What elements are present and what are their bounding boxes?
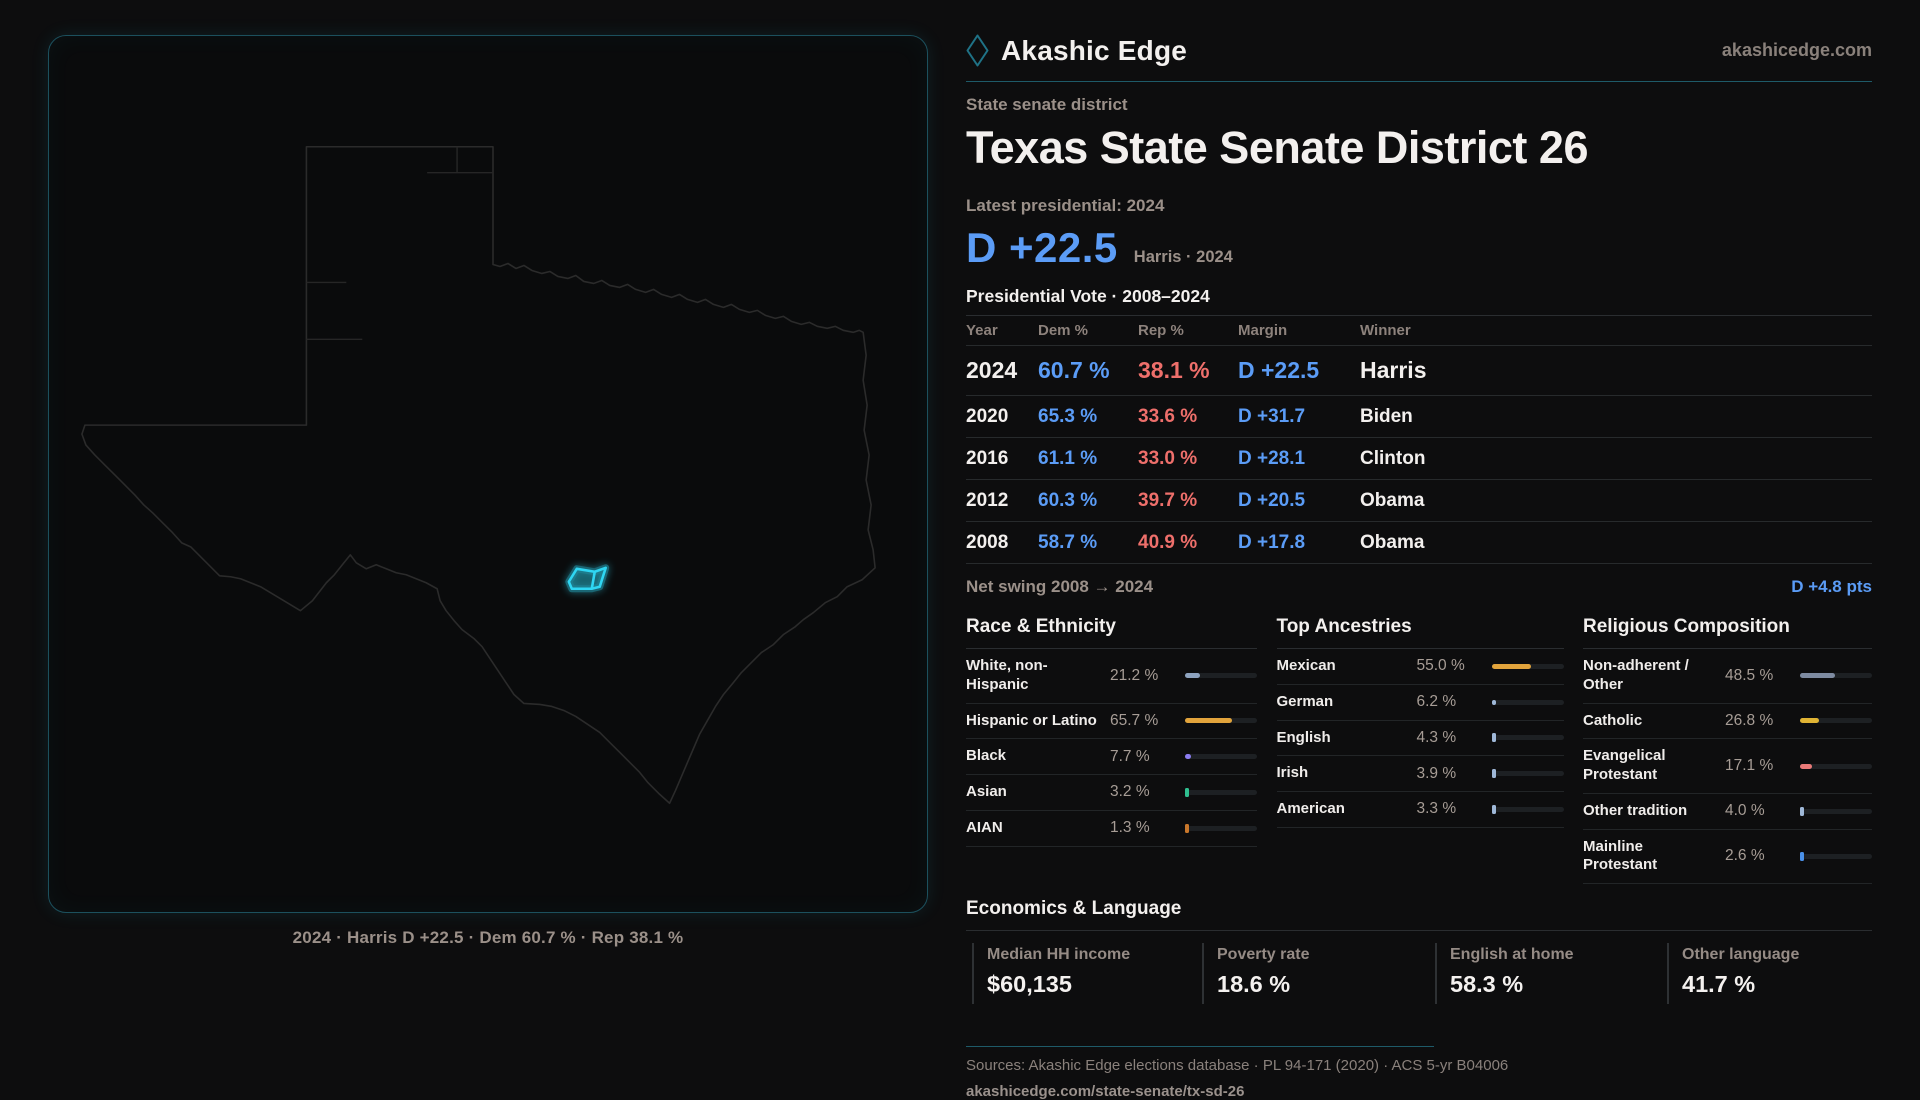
demo-row: American 3.3 % — [1276, 792, 1564, 828]
demo-row: German 6.2 % — [1276, 685, 1564, 721]
stat-english-at-home: English at home 58.3 % — [1435, 943, 1667, 1004]
map-caption: 2024 · Harris D +22.5 · Dem 60.7 % · Rep… — [292, 928, 684, 947]
mini-bar — [1185, 718, 1257, 724]
demo-row: Irish 3.9 % — [1276, 756, 1564, 792]
demo-row: Black 7.7 % — [966, 739, 1257, 775]
mini-bar — [1491, 769, 1564, 779]
net-swing-value: D +4.8 pts — [1791, 577, 1872, 596]
table-row: 2012 60.3 % 39.7 % D +20.5 Obama — [966, 480, 1872, 522]
mini-bar — [1185, 673, 1257, 679]
state-map-panel — [48, 35, 928, 913]
mini-bar — [1800, 806, 1872, 816]
col-year: Year — [966, 322, 998, 339]
detail-panel: Akashic Edge akashicedge.com State senat… — [966, 0, 1872, 1100]
demo-row: Hispanic or Latino 65.7 % — [966, 704, 1257, 740]
brand-domain-link[interactable]: akashicedge.com — [1721, 40, 1872, 60]
mini-bar — [1491, 663, 1564, 669]
demo-row: Non-adherent / Other 48.5 % — [1583, 649, 1872, 704]
net-swing-row: Net swing 2008 → 2024 D +4.8 pts — [966, 564, 1872, 604]
mini-bar — [1800, 763, 1872, 769]
economics-stats: Median HH income $60,135 Poverty rate 18… — [966, 943, 1872, 1004]
diamond-logo-icon — [966, 34, 989, 67]
col-margin: Margin — [1238, 322, 1288, 339]
sources-text: Sources: Akashic Edge elections database… — [966, 1057, 1509, 1074]
section-title: Top Ancestries — [1276, 608, 1564, 649]
ancestries-column: Top Ancestries Mexican 55.0 % German 6.2… — [1276, 608, 1564, 884]
table-header-row: Year Dem % Rep % Margin Winner — [966, 315, 1872, 346]
mini-bar — [1185, 754, 1257, 760]
header: Akashic Edge akashicedge.com — [966, 0, 1872, 82]
headline-margin: D +22.5 Harris · 2024 — [966, 224, 1872, 272]
mini-bar — [1800, 851, 1872, 861]
table-row: 2016 61.1 % 33.0 % D +28.1 Clinton — [966, 438, 1872, 480]
demo-row: Asian 3.2 % — [966, 775, 1257, 811]
table-row: 2008 58.7 % 40.9 % D +17.8 Obama — [966, 522, 1872, 564]
religion-column: Religious Composition Non-adherent / Oth… — [1583, 608, 1872, 884]
latest-presidential-label: Latest presidential: 2024 — [966, 196, 1165, 215]
section-title: Race & Ethnicity — [966, 608, 1257, 649]
stat-median-income: Median HH income $60,135 — [972, 943, 1202, 1004]
border-detail-lines — [306, 146, 493, 341]
table-row: 2024 60.7 % 38.1 % D +22.5 Harris — [966, 346, 1872, 396]
demographics-grid: Race & Ethnicity White, non-Hispanic 21.… — [966, 608, 1872, 884]
demo-row: Mexican 55.0 % — [1276, 649, 1564, 685]
race-ethnicity-column: Race & Ethnicity White, non-Hispanic 21.… — [966, 608, 1257, 884]
brand-name: Akashic Edge — [1001, 34, 1188, 66]
demo-row: Other tradition 4.0 % — [1583, 794, 1872, 830]
margin-value: D +22.5 — [966, 224, 1118, 271]
section-title: Religious Composition — [1583, 608, 1872, 649]
demo-row: AIAN 1.3 % — [966, 811, 1257, 847]
footer-divider — [966, 1046, 1434, 1047]
col-dem: Dem % — [1038, 322, 1089, 339]
vote-table-title: Presidential Vote · 2008–2024 — [966, 286, 1210, 306]
district-26-shape[interactable] — [567, 566, 608, 591]
mini-bar — [1185, 823, 1257, 833]
demo-row: English 4.3 % — [1276, 721, 1564, 757]
demo-row: White, non-Hispanic 21.2 % — [966, 649, 1257, 704]
brand: Akashic Edge — [966, 34, 1187, 67]
permalink[interactable]: akashicedge.com/state-senate/tx-sd-26 — [966, 1083, 1245, 1100]
texas-outline — [81, 145, 876, 805]
table-row: 2020 65.3 % 33.6 % D +31.7 Biden — [966, 396, 1872, 438]
demo-row: Evangelical Protestant 17.1 % — [1583, 739, 1872, 794]
col-winner: Winner — [1360, 322, 1411, 339]
economics-title: Economics & Language — [966, 898, 1872, 931]
presidential-vote-table: Year Dem % Rep % Margin Winner 2024 60.7… — [966, 315, 1872, 564]
stat-other-language: Other language 41.7 % — [1667, 943, 1872, 1004]
margin-detail: Harris · 2024 — [1133, 248, 1233, 266]
mini-bar — [1491, 733, 1564, 743]
mini-bar — [1491, 699, 1564, 705]
texas-map — [81, 145, 876, 805]
net-swing-label: Net swing 2008 → 2024 — [966, 577, 1154, 596]
kicker: State senate district — [966, 95, 1128, 114]
mini-bar — [1800, 718, 1872, 724]
mini-bar — [1185, 787, 1257, 797]
mini-bar — [1491, 804, 1564, 814]
mini-bar — [1800, 673, 1872, 679]
demo-row: Catholic 26.8 % — [1583, 704, 1872, 740]
page-title: Texas State Senate District 26 — [966, 122, 1588, 173]
stat-poverty-rate: Poverty rate 18.6 % — [1202, 943, 1435, 1004]
col-rep: Rep % — [1138, 322, 1184, 339]
demo-row: Mainline Protestant 2.6 % — [1583, 830, 1872, 884]
